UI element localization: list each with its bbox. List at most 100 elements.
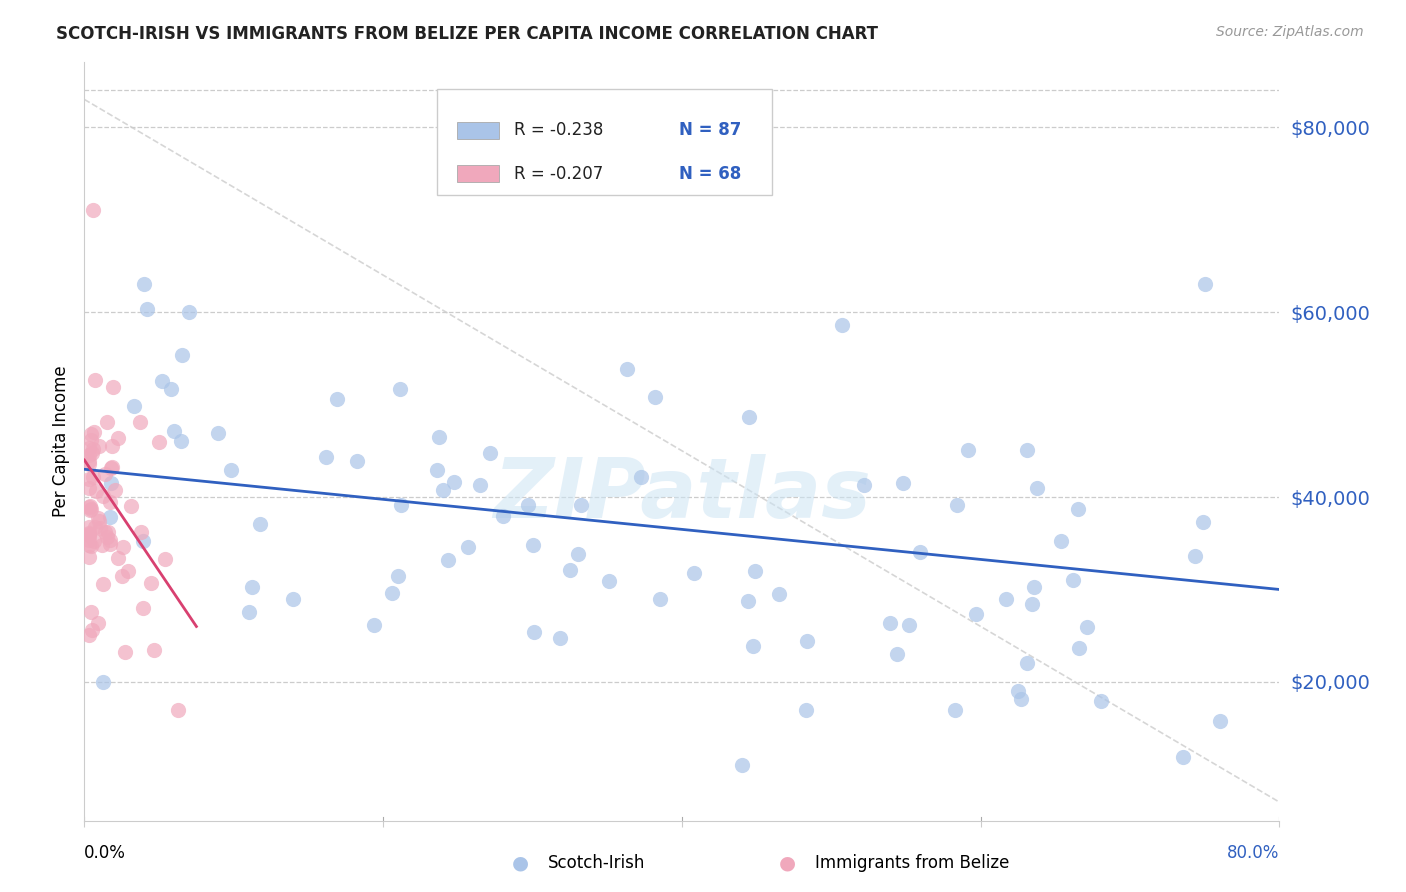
Point <box>886 647 908 661</box>
Point <box>644 390 666 404</box>
Text: SCOTCH-IRISH VS IMMIGRANTS FROM BELIZE PER CAPITA INCOME CORRELATION CHART: SCOTCH-IRISH VS IMMIGRANTS FROM BELIZE P… <box>56 25 879 43</box>
Point <box>160 382 183 396</box>
Point <box>1010 692 1032 706</box>
Point <box>630 470 652 484</box>
Point <box>97 524 120 539</box>
Text: N = 87: N = 87 <box>679 121 742 139</box>
Point <box>77 500 100 514</box>
Point <box>98 533 121 547</box>
Text: N = 68: N = 68 <box>679 165 742 183</box>
Point <box>83 425 105 440</box>
Point <box>363 618 385 632</box>
Point <box>129 525 152 540</box>
Point <box>129 415 152 429</box>
Point <box>101 459 124 474</box>
FancyBboxPatch shape <box>457 122 499 138</box>
Text: 80.0%: 80.0% <box>1227 844 1279 862</box>
Point <box>77 533 100 547</box>
Point <box>1076 619 1098 633</box>
Point <box>1026 481 1049 495</box>
Text: ZIPatlas: ZIPatlas <box>494 454 870 535</box>
Point <box>995 592 1018 607</box>
Point <box>238 605 260 619</box>
Point <box>479 446 502 460</box>
Point <box>616 361 638 376</box>
Point <box>170 434 193 449</box>
Point <box>94 524 117 539</box>
Point <box>91 538 114 552</box>
Point <box>326 392 349 406</box>
Point <box>98 537 121 551</box>
Point <box>96 416 118 430</box>
Point <box>569 498 592 512</box>
Point <box>91 489 114 503</box>
Point <box>1007 684 1029 698</box>
Point <box>98 495 121 509</box>
Point <box>77 457 100 471</box>
Point <box>1194 277 1216 292</box>
Point <box>167 703 190 717</box>
Point <box>124 399 146 413</box>
Point <box>87 616 110 631</box>
Point <box>87 439 110 453</box>
Point <box>82 446 104 460</box>
Point <box>1067 640 1090 655</box>
Point <box>1090 694 1112 708</box>
Point <box>89 514 111 528</box>
Point <box>443 475 465 489</box>
Point <box>1192 515 1215 529</box>
Point <box>346 454 368 468</box>
Point <box>111 569 134 583</box>
Point <box>946 498 969 512</box>
Point <box>77 448 100 462</box>
Point <box>1024 580 1046 594</box>
Point <box>77 628 100 642</box>
Text: 0.0%: 0.0% <box>84 844 127 862</box>
Point <box>82 470 104 484</box>
Point <box>550 632 572 646</box>
Point <box>162 424 184 438</box>
Point <box>89 521 111 535</box>
Point <box>853 477 876 491</box>
Point <box>831 318 853 332</box>
Point <box>1067 501 1090 516</box>
Point <box>77 528 100 542</box>
Point <box>87 511 110 525</box>
Point <box>1209 714 1232 728</box>
Point <box>1017 443 1039 458</box>
Point <box>77 550 100 565</box>
Point <box>742 639 765 653</box>
Point <box>143 643 166 657</box>
Point <box>429 430 451 444</box>
Point <box>567 547 589 561</box>
Point <box>132 534 155 549</box>
Point <box>389 498 412 512</box>
Point <box>897 618 920 632</box>
Point <box>879 615 901 630</box>
Text: Scotch-Irish: Scotch-Irish <box>548 855 645 872</box>
Point <box>104 483 127 498</box>
Point <box>80 623 103 637</box>
Point <box>79 503 101 517</box>
Point <box>1021 597 1043 611</box>
Point <box>107 431 129 445</box>
Point <box>100 461 122 475</box>
Point <box>1184 549 1206 564</box>
Point <box>83 519 105 533</box>
Point <box>77 525 100 540</box>
Point <box>94 467 117 482</box>
Text: ●: ● <box>512 854 529 873</box>
Point <box>387 569 409 583</box>
Point <box>731 758 754 772</box>
Point <box>240 580 263 594</box>
Point <box>283 591 305 606</box>
Point <box>150 374 173 388</box>
Point <box>114 645 136 659</box>
Point <box>117 564 139 578</box>
Point <box>84 373 107 387</box>
Point <box>457 541 479 555</box>
Point <box>468 478 491 492</box>
Point <box>388 382 411 396</box>
Point <box>648 592 671 607</box>
Point <box>100 475 122 490</box>
